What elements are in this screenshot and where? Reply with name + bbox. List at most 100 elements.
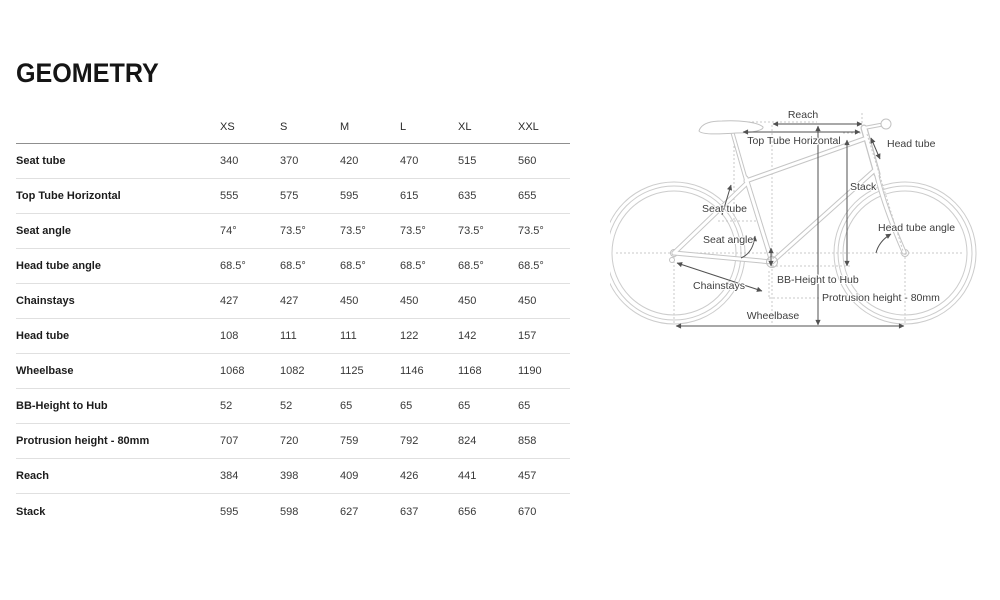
cell-value: 450 <box>518 295 537 307</box>
cell-value: 157 <box>518 330 537 342</box>
row-label: Seat tube <box>16 155 66 167</box>
diagram-label-head-tube: Head tube <box>887 138 936 150</box>
cell-value: 384 <box>220 470 239 482</box>
cell-value: 707 <box>220 435 239 447</box>
cell-value: 792 <box>400 435 419 447</box>
cell-value: 409 <box>340 470 359 482</box>
table-row-head-tube-angle: Head tube angle 68.5° 68.5° 68.5° 68.5° … <box>16 249 570 284</box>
cell-value: 720 <box>280 435 299 447</box>
cell-value: 370 <box>280 155 299 167</box>
geometry-table: XS S M L XL XXL Seat tube 340 370 420 47… <box>16 110 570 529</box>
cell-value: 759 <box>340 435 359 447</box>
diagram-label-seat-tube: Seat tube <box>702 203 747 215</box>
cell-value: 615 <box>400 190 419 202</box>
table-row-chainstays: Chainstays 427 427 450 450 450 450 <box>16 284 570 319</box>
header-size-xxl: XXL <box>518 120 539 133</box>
row-label: Top Tube Horizontal <box>16 190 121 202</box>
cell-value: 575 <box>280 190 299 202</box>
cell-value: 108 <box>220 330 239 342</box>
cell-value: 555 <box>220 190 239 202</box>
cell-value: 122 <box>400 330 419 342</box>
cell-value: 427 <box>280 295 299 307</box>
cell-value: 627 <box>340 505 359 518</box>
table-row-seat-angle: Seat angle 74° 73.5° 73.5° 73.5° 73.5° 7… <box>16 214 570 249</box>
cell-value: 441 <box>458 470 477 482</box>
cell-value: 824 <box>458 435 477 447</box>
cell-value: 426 <box>400 470 419 482</box>
diagram-label-stack: Stack <box>850 181 877 193</box>
cell-value: 450 <box>458 295 477 307</box>
cell-value: 1190 <box>518 365 542 377</box>
diagram-label-reach: Reach <box>788 109 819 121</box>
cell-value: 52 <box>220 400 233 412</box>
row-label: Reach <box>16 470 50 482</box>
cell-value: 68.5° <box>458 260 484 272</box>
bike-geometry-diagram: Reach Top Tube Horizontal Head tube Stac… <box>610 108 977 329</box>
cell-value: 1146 <box>400 365 424 377</box>
diagram-labels: Reach Top Tube Horizontal Head tube Stac… <box>692 108 956 323</box>
cell-value: 457 <box>518 470 537 482</box>
row-label: Head tube angle <box>16 260 101 272</box>
row-label: BB-Height to Hub <box>16 400 108 412</box>
cell-value: 73.5° <box>518 225 544 237</box>
cell-value: 595 <box>220 505 239 518</box>
cell-value: 73.5° <box>458 225 484 237</box>
cell-value: 637 <box>400 505 419 518</box>
row-label: Wheelbase <box>16 365 74 377</box>
cell-value: 73.5° <box>340 225 366 237</box>
cell-value: 450 <box>400 295 419 307</box>
cell-value: 65 <box>340 400 353 412</box>
cell-value: 670 <box>518 505 537 518</box>
cell-value: 65 <box>458 400 471 412</box>
cell-value: 68.5° <box>518 260 544 272</box>
cell-value: 65 <box>518 400 531 412</box>
cell-value: 398 <box>280 470 299 482</box>
cell-value: 65 <box>400 400 413 412</box>
table-header-row: XS S M L XL XXL <box>16 110 570 144</box>
cell-value: 142 <box>458 330 477 342</box>
cell-value: 427 <box>220 295 239 307</box>
cell-value: 450 <box>340 295 359 307</box>
cell-value: 598 <box>280 505 299 518</box>
cell-value: 655 <box>518 190 537 202</box>
cell-value: 635 <box>458 190 477 202</box>
cell-value: 111 <box>280 330 297 342</box>
cell-value: 73.5° <box>400 225 426 237</box>
diagram-label-bb-height-to-hub: BB-Height to Hub <box>777 274 859 286</box>
row-label: Protrusion height - 80mm <box>16 435 150 447</box>
cell-value: 52 <box>280 400 293 412</box>
measurement-arrows <box>675 121 905 329</box>
row-label: Head tube <box>16 330 70 342</box>
cell-value: 73.5° <box>280 225 306 237</box>
cell-value: 420 <box>340 155 359 167</box>
cell-value: 111 <box>340 330 357 342</box>
cell-value: 68.5° <box>340 260 366 272</box>
table-row-top-tube-horizontal: Top Tube Horizontal 555 575 595 615 635 … <box>16 179 570 214</box>
row-label: Chainstays <box>16 295 75 307</box>
diagram-label-wheelbase: Wheelbase <box>747 310 800 322</box>
header-size-xl: XL <box>458 120 472 133</box>
cell-value: 515 <box>458 155 477 167</box>
cell-value: 858 <box>518 435 537 447</box>
cell-value: 340 <box>220 155 239 167</box>
cell-value: 1168 <box>458 365 482 377</box>
cell-value: 560 <box>518 155 537 167</box>
table-row-wheelbase: Wheelbase 1068 1082 1125 1146 1168 1190 <box>16 354 570 389</box>
cell-value: 1082 <box>280 365 305 377</box>
row-label: Seat angle <box>16 225 72 237</box>
diagram-label-chainstays: Chainstays <box>693 280 745 292</box>
cell-value: 656 <box>458 505 477 518</box>
diagram-label-seat-angle: Seat angle <box>703 234 753 246</box>
table-row-reach: Reach 384 398 409 426 441 457 <box>16 459 570 494</box>
header-size-s: S <box>280 120 288 133</box>
cell-value: 68.5° <box>220 260 246 272</box>
header-size-m: M <box>340 120 350 133</box>
table-row-head-tube: Head tube 108 111 111 122 142 157 <box>16 319 570 354</box>
header-size-l: L <box>400 120 407 133</box>
cell-value: 74° <box>220 225 237 237</box>
header-size-xs: XS <box>220 120 235 133</box>
cell-value: 1068 <box>220 365 245 377</box>
cell-value: 1125 <box>340 365 364 377</box>
page-title: GEOMETRY <box>16 58 159 88</box>
